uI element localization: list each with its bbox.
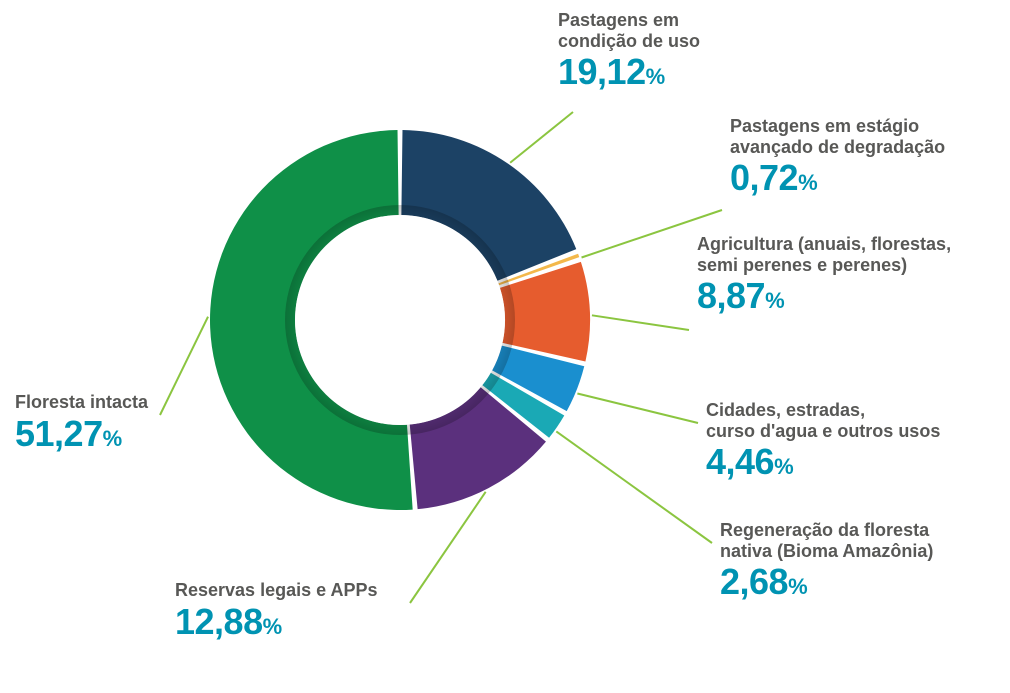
leader-pastagens-uso (510, 112, 573, 163)
leader-agricultura (592, 315, 689, 330)
label-text-agricultura: Agricultura (anuais, florestas, semi per… (697, 234, 997, 275)
label-value-reservas: 12,88% (175, 601, 475, 642)
label-text-regeneracao: Regeneração da floresta nativa (Bioma Am… (720, 520, 1010, 561)
slice-agricultura (500, 262, 590, 362)
label-value-regeneracao: 2,68% (720, 561, 1010, 602)
label-text-pastagens-uso: Pastagens em condição de uso (558, 10, 818, 51)
label-value-cidades: 4,46% (706, 441, 1006, 482)
label-text-floresta-intacta: Floresta intacta (15, 392, 215, 413)
label-floresta-intacta: Floresta intacta51,27% (15, 392, 215, 454)
label-text-pastagens-degradadas: Pastagens em estágio avançado de degrada… (730, 116, 1010, 157)
label-reservas: Reservas legais e APPs12,88% (175, 580, 475, 642)
label-pastagens-uso: Pastagens em condição de uso19,12% (558, 10, 818, 93)
label-value-pastagens-uso: 19,12% (558, 51, 818, 92)
leader-cidades (577, 393, 698, 423)
label-text-cidades: Cidades, estradas, curso d'agua e outros… (706, 400, 1006, 441)
label-value-floresta-intacta: 51,27% (15, 413, 215, 454)
label-text-reservas: Reservas legais e APPs (175, 580, 475, 601)
label-regeneracao: Regeneração da floresta nativa (Bioma Am… (720, 520, 1010, 603)
label-cidades: Cidades, estradas, curso d'agua e outros… (706, 400, 1006, 483)
label-value-pastagens-degradadas: 0,72% (730, 157, 1010, 198)
label-value-agricultura: 8,87% (697, 275, 997, 316)
donut-chart: Pastagens em condição de uso19,12%Pastag… (0, 0, 1010, 693)
label-pastagens-degradadas: Pastagens em estágio avançado de degrada… (730, 116, 1010, 199)
leader-regeneracao (556, 431, 712, 543)
label-agricultura: Agricultura (anuais, florestas, semi per… (697, 234, 997, 317)
